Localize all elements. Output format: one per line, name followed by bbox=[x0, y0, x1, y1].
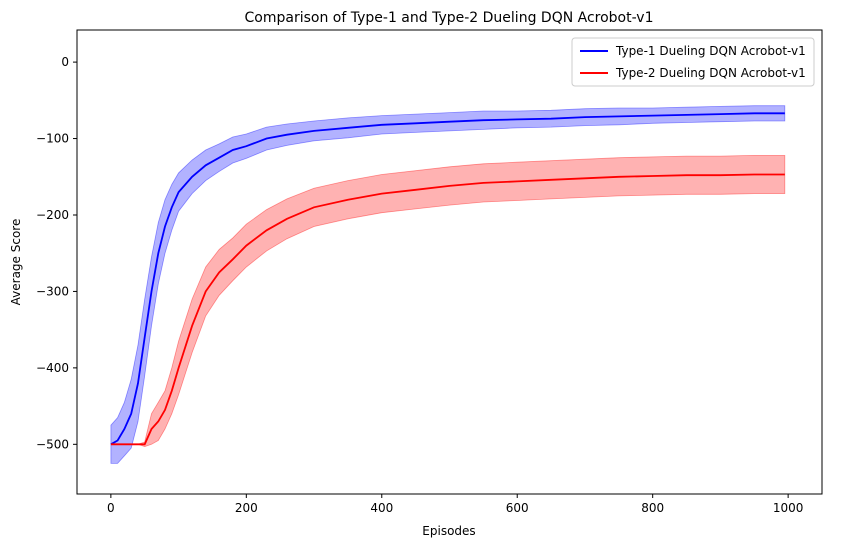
legend: Type-1 Dueling DQN Acrobot-v1 Type-2 Due… bbox=[571, 37, 815, 87]
x-tick-label: 800 bbox=[641, 501, 664, 515]
series-2-line bbox=[110, 173, 785, 446]
legend-box bbox=[571, 37, 815, 87]
y-tick-label: −500 bbox=[36, 437, 69, 451]
series-1-band bbox=[110, 105, 786, 464]
axes-frame bbox=[76, 29, 823, 495]
plot-area bbox=[110, 105, 786, 464]
x-tick-label: 400 bbox=[370, 501, 393, 515]
x-axis-label: Episodes bbox=[422, 524, 475, 538]
x-tick-label: 1000 bbox=[773, 501, 804, 515]
legend-label-type1: Type-1 Dueling DQN Acrobot-v1 bbox=[615, 44, 806, 58]
x-tick-label: 0 bbox=[107, 501, 115, 515]
x-tick-label: 600 bbox=[506, 501, 529, 515]
x-tick-label: 200 bbox=[235, 501, 258, 515]
axes-ticks: 0 200 400 600 800 1000 −500 −400 −300 −200 −100 0 bbox=[36, 55, 803, 515]
y-tick-label: −400 bbox=[36, 361, 69, 375]
series-1-line bbox=[110, 112, 785, 446]
y-tick-label: −200 bbox=[36, 208, 69, 222]
y-tick-label: −300 bbox=[36, 284, 69, 298]
y-tick-label: −100 bbox=[36, 132, 69, 146]
y-axis-label: Average Score bbox=[9, 219, 23, 306]
y-tick-label: 0 bbox=[61, 55, 69, 69]
chart-title: Comparison of Type-1 and Type-2 Dueling … bbox=[245, 10, 654, 26]
legend-label-type2: Type-2 Dueling DQN Acrobot-v1 bbox=[615, 66, 806, 80]
